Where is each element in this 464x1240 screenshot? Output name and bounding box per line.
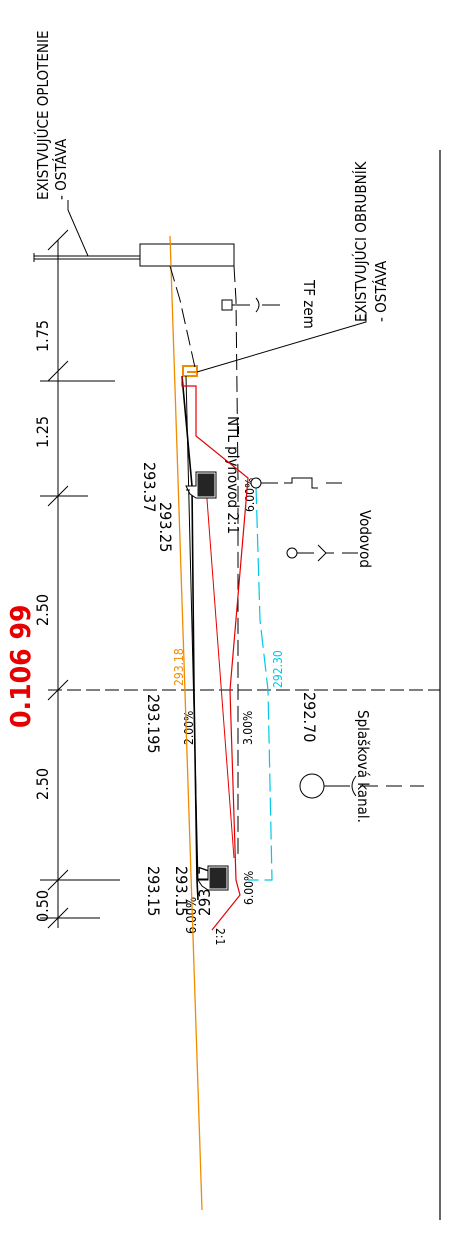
elev-curb-right-top: 293.37	[140, 462, 159, 512]
elev-subgrade-axis: 292.70	[300, 692, 319, 742]
dim-label-5: 0.50	[33, 890, 52, 922]
dim-label-2: 1.25	[33, 416, 52, 448]
design-road-surface-2	[185, 375, 199, 881]
water-label: Vodovod	[356, 510, 374, 568]
existing-terrain-line	[169, 235, 203, 1211]
elev-left-curb-bottom: 293.15	[172, 866, 191, 916]
design-layer-red-inner	[205, 485, 235, 859]
slope-subgrade-right: 3.00%	[241, 711, 255, 745]
left-curb	[197, 865, 229, 891]
dim-label-1: 1.75	[33, 320, 52, 352]
fence-label-line2: - OSTÁVA	[51, 138, 70, 200]
telecom-symbol	[221, 297, 280, 313]
curb-label-line2: - OSTÁVA	[371, 260, 390, 322]
station-label: 0.106 99	[4, 605, 37, 729]
design-layer-red	[181, 376, 249, 931]
elev-design-axis: 293.195	[144, 694, 163, 754]
existing-surface-dashed	[169, 265, 197, 373]
embankment-slope-label: 2:1	[213, 928, 227, 945]
curb-leader-line	[196, 312, 367, 373]
design-road-surface	[181, 375, 199, 901]
sewer-pipe-symbol	[299, 773, 424, 799]
elev-existing-axis: 293.18	[172, 648, 186, 686]
dim-label-3: 2.50	[33, 594, 52, 626]
gas-label: NTL plynovod 2:1	[224, 416, 242, 534]
existing-subgrade-dashed	[233, 265, 239, 860]
fence-label-line1: EXISTVUJÚCE OPLOTENIE	[33, 31, 52, 200]
sewer-label: Splašková kanal.	[354, 710, 372, 823]
gas-pipe-symbol	[250, 477, 342, 489]
elev-left-curb-top: 293.15	[144, 866, 163, 916]
right-curb	[185, 471, 217, 499]
existing-fence	[33, 200, 235, 267]
elev-water-axis: 292.30	[271, 650, 285, 688]
elev-curb-right-bottom: 293.25	[156, 502, 175, 552]
water-pipe-symbol	[286, 544, 358, 562]
groundwater-line	[248, 485, 273, 881]
dimension-chain	[40, 229, 120, 929]
dim-label-4: 2.50	[33, 768, 52, 800]
telecom-label: TF zem	[300, 279, 318, 329]
slope-subgrade-left: 6.00%	[242, 871, 256, 905]
existing-curb-marker	[182, 365, 198, 377]
curb-label-line1: EXISTVUJÚCI OBRUBNÍK	[351, 160, 370, 322]
